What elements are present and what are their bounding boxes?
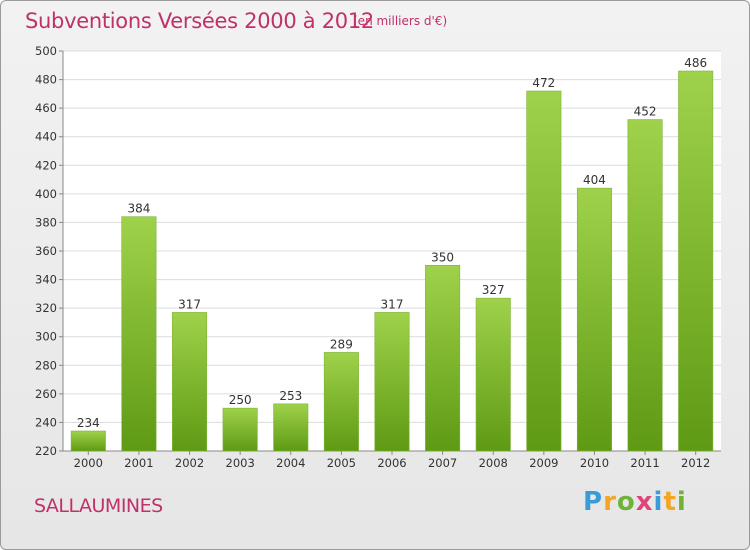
- proxiti-logo: Proxiti: [583, 487, 687, 517]
- y-tick-label: 280: [35, 358, 57, 372]
- bar-value-label: 486: [684, 56, 707, 70]
- bar-value-label: 253: [279, 389, 302, 403]
- x-tick-label: 2007: [428, 456, 457, 470]
- x-tick-label: 2010: [580, 456, 609, 470]
- x-tick-label: 2004: [276, 456, 305, 470]
- y-tick-label: 420: [35, 158, 57, 172]
- x-tick-label: 2005: [327, 456, 356, 470]
- x-tick-label: 2000: [74, 456, 103, 470]
- bar-value-label: 289: [330, 337, 353, 351]
- bar-2002: [172, 312, 208, 452]
- y-tick-label: 500: [35, 44, 57, 58]
- y-tick-label: 400: [35, 187, 57, 201]
- y-tick-label: 260: [35, 387, 57, 401]
- bar-value-label: 404: [583, 173, 606, 187]
- bar-2000: [70, 430, 106, 452]
- bar-2011: [627, 119, 663, 452]
- chart-title: Subventions Versées 2000 à 2012: [25, 9, 374, 33]
- y-tick-label: 300: [35, 330, 57, 344]
- bar-2006: [374, 312, 410, 452]
- bar-2003: [222, 407, 258, 452]
- bar-value-label: 472: [532, 76, 555, 90]
- bar-2004: [273, 403, 309, 452]
- x-tick-label: 2001: [124, 456, 153, 470]
- bar-value-label: 250: [229, 393, 252, 407]
- x-tick-label: 2003: [226, 456, 255, 470]
- y-tick-label: 380: [35, 215, 57, 229]
- logo-letter: P: [583, 487, 604, 517]
- bar-value-label: 317: [381, 297, 404, 311]
- bar-2001: [121, 216, 157, 452]
- bar-value-label: 234: [77, 416, 100, 430]
- bar-value-label: 452: [634, 105, 657, 119]
- logo-letter: i: [653, 487, 664, 517]
- y-tick-label: 220: [35, 444, 57, 458]
- bar-2007: [425, 264, 461, 452]
- logo-letter: x: [635, 487, 654, 517]
- y-tick-label: 460: [35, 101, 57, 115]
- bar-value-label: 350: [431, 250, 454, 264]
- bar-2005: [323, 352, 359, 452]
- bar-2009: [526, 90, 562, 452]
- y-tick-label: 340: [35, 273, 57, 287]
- bar-value-label: 327: [482, 283, 505, 297]
- logo-letter: r: [603, 487, 617, 517]
- x-tick-label: 2008: [479, 456, 508, 470]
- x-tick-label: 2011: [630, 456, 659, 470]
- bar-value-label: 384: [127, 202, 150, 216]
- y-tick-label: 360: [35, 244, 57, 258]
- y-tick-label: 440: [35, 130, 57, 144]
- y-tick-label: 240: [35, 415, 57, 429]
- y-tick-label: 320: [35, 301, 57, 315]
- x-tick-label: 2006: [377, 456, 406, 470]
- bar-2012: [678, 70, 714, 452]
- x-tick-label: 2009: [529, 456, 558, 470]
- commune-name: SALLAUMINES: [34, 495, 163, 517]
- logo-letter: o: [616, 487, 636, 517]
- chart-unit: (en milliers d'€): [353, 14, 448, 28]
- logo-letter: i: [676, 487, 687, 517]
- x-tick-label: 2012: [681, 456, 710, 470]
- logo-letter: t: [663, 487, 677, 517]
- bar-2008: [475, 297, 511, 452]
- y-tick-label: 480: [35, 73, 57, 87]
- x-tick-label: 2002: [175, 456, 204, 470]
- bar-2010: [576, 187, 612, 452]
- bar-value-label: 317: [178, 297, 201, 311]
